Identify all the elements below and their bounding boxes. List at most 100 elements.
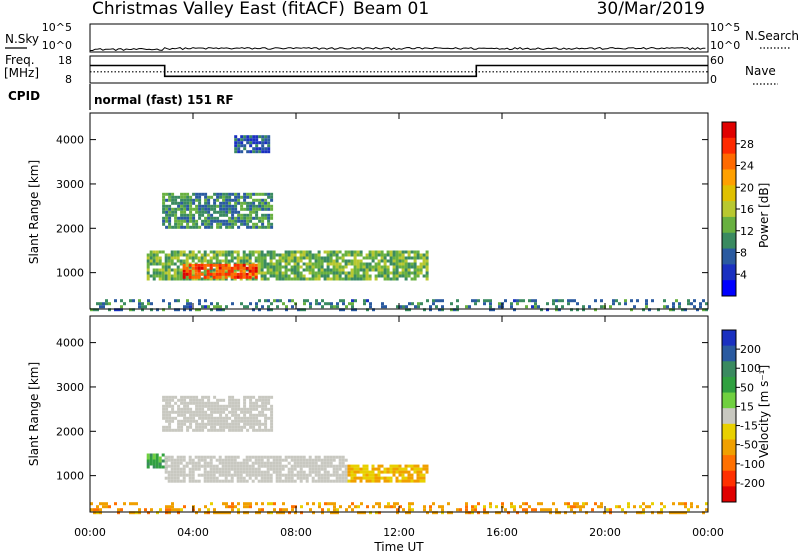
heatmap-cell <box>177 216 181 220</box>
heatmap-cell <box>296 250 300 254</box>
heatmap-cell <box>639 505 642 509</box>
heatmap-cell <box>321 511 324 515</box>
heatmap-cell <box>215 470 219 474</box>
heatmap-cell <box>188 458 192 462</box>
heatmap-cell <box>222 192 226 196</box>
heatmap-cell <box>341 455 345 459</box>
heatmap-cell <box>404 268 408 272</box>
heatmap-cell <box>425 467 429 471</box>
heatmap-cell <box>177 508 180 512</box>
heatmap-cell <box>350 253 354 257</box>
heatmap-cell <box>314 464 318 468</box>
heatmap-cell <box>161 262 165 266</box>
heatmap-cell <box>201 222 205 226</box>
heatmap-cell <box>624 302 627 306</box>
heatmap-cell <box>231 413 235 417</box>
heatmap-cell <box>407 268 411 272</box>
heatmap-cell <box>308 458 312 462</box>
heatmap-cell <box>237 413 241 417</box>
heatmap-cell <box>162 404 166 408</box>
heatmap-cell <box>237 425 241 429</box>
heatmap-cell <box>392 467 396 471</box>
heatmap-cell <box>174 216 178 220</box>
heatmap-cell <box>182 455 186 459</box>
heatmap-cell <box>407 253 411 257</box>
heatmap-cell <box>99 302 102 306</box>
heatmap-cell <box>266 265 270 269</box>
heatmap-cell <box>323 277 327 281</box>
heatmap-cell <box>218 455 222 459</box>
heatmap-cell <box>207 201 211 205</box>
heatmap-cell <box>188 455 192 459</box>
heatmap-cell <box>347 250 351 254</box>
heatmap-cell <box>200 259 204 263</box>
heatmap-cell <box>414 305 417 309</box>
heatmap-cell <box>278 268 282 272</box>
heatmap-cell <box>555 508 558 512</box>
heatmap-cell <box>356 250 360 254</box>
heatmap-cell <box>165 225 169 229</box>
heatmap-cell <box>179 479 183 483</box>
heatmap-cell <box>666 305 669 309</box>
heatmap-cell <box>197 272 201 276</box>
heatmap-cell <box>401 473 405 477</box>
heatmap-cell <box>180 422 184 426</box>
heatmap-cell <box>165 395 169 399</box>
heatmap-cell <box>221 269 225 273</box>
heatmap-cell <box>408 302 411 306</box>
heatmap-cell <box>326 271 330 275</box>
heatmap-cell <box>261 207 265 211</box>
heatmap-cell <box>152 256 156 260</box>
heatmap-cell <box>158 462 162 466</box>
heatmap-cell <box>353 265 357 269</box>
heatmap-cell <box>329 259 333 263</box>
heatmap-cell <box>585 511 588 515</box>
heatmap-cell <box>264 398 268 402</box>
nsky-tick-high: 10^5 <box>42 21 72 34</box>
heatmap-cell <box>365 470 369 474</box>
heatmap-cell <box>669 511 672 515</box>
heatmap-cell <box>225 419 229 423</box>
heatmap-cell <box>260 265 264 269</box>
heatmap-cell <box>201 398 205 402</box>
heatmap-cell <box>651 511 654 515</box>
heatmap-cell <box>203 256 207 260</box>
heatmap-cell <box>245 253 249 257</box>
heatmap-cell <box>179 253 183 257</box>
heatmap-cell <box>209 461 213 465</box>
heatmap-cell <box>198 299 201 303</box>
heatmap-cell <box>204 416 208 420</box>
heatmap-cell <box>245 467 249 471</box>
heatmap-cell <box>182 250 186 254</box>
colorbar-swatch <box>722 439 736 456</box>
heatmap-cell <box>174 401 178 405</box>
heatmap-cell <box>248 275 252 279</box>
heatmap-cell <box>404 271 408 275</box>
colorbar-tick-label: 4 <box>740 268 747 281</box>
heatmap-cell <box>258 425 262 429</box>
heatmap-cell <box>404 464 408 468</box>
heatmap-cell <box>242 470 246 474</box>
heatmap-cell <box>195 413 199 417</box>
heatmap-cell <box>222 213 226 217</box>
heatmap-cell <box>167 253 171 257</box>
heatmap-cell <box>398 265 402 269</box>
heatmap-cell <box>380 271 384 275</box>
heatmap-cell <box>293 274 297 278</box>
heatmap-cell <box>374 274 378 278</box>
heatmap-cell <box>227 266 231 270</box>
heatmap-cell <box>329 464 333 468</box>
heatmap-cell <box>231 225 235 229</box>
heatmap-cell <box>198 225 202 229</box>
heatmap-cell <box>218 269 222 273</box>
heatmap-cell <box>353 464 357 468</box>
heatmap-cell <box>218 277 222 281</box>
heatmap-cell <box>216 511 219 515</box>
heatmap-cell <box>164 458 168 462</box>
heatmap-cell <box>261 410 265 414</box>
heatmap-cell <box>290 476 294 480</box>
heatmap-cell <box>350 259 354 263</box>
heatmap-cell <box>311 470 315 474</box>
heatmap-cell <box>471 505 474 509</box>
heatmap-cell <box>594 502 597 506</box>
